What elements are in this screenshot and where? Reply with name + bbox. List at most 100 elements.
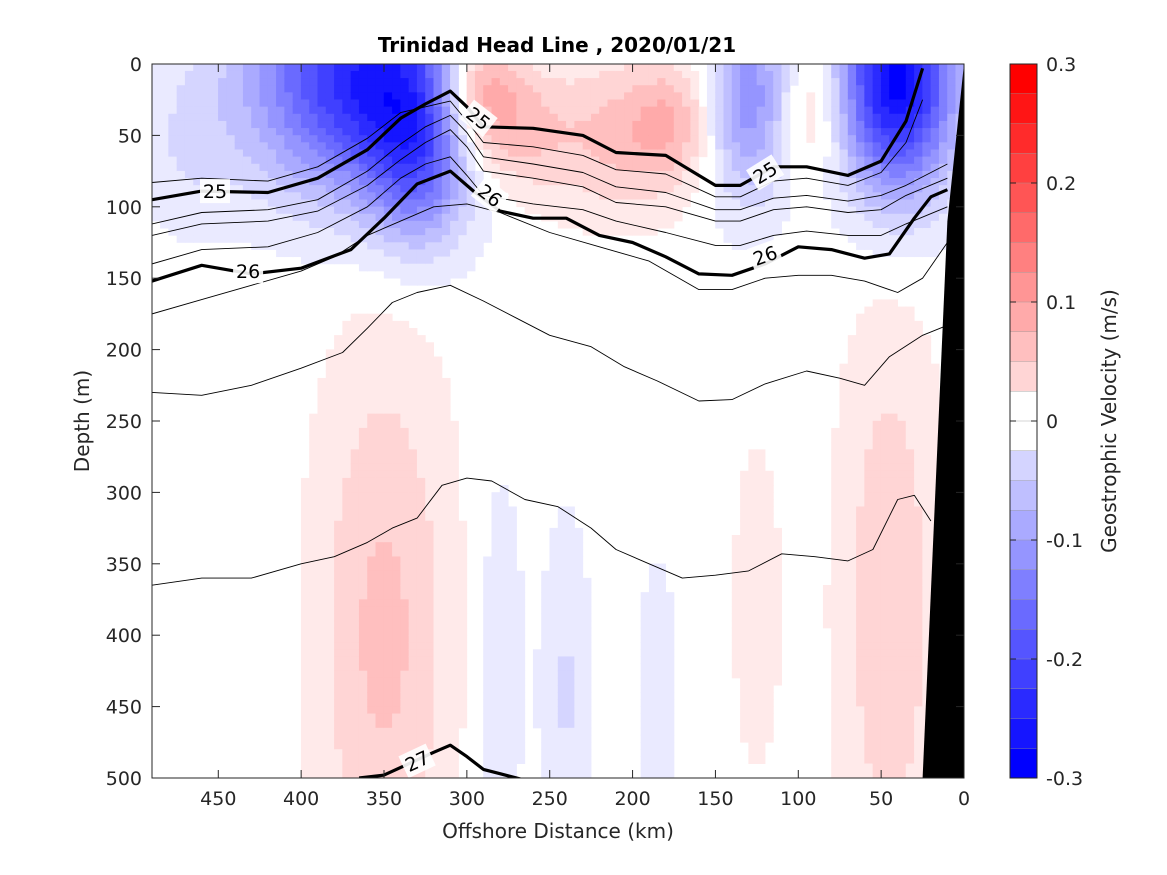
heatmap-cell xyxy=(756,677,766,686)
heatmap-cell xyxy=(723,106,733,115)
heatmap-cell xyxy=(416,513,426,522)
heatmap-cell xyxy=(433,406,443,415)
heatmap-cell xyxy=(889,642,899,650)
heatmap-cell xyxy=(773,663,783,672)
heatmap-cell xyxy=(781,85,791,93)
heatmap-cell xyxy=(334,199,343,208)
heatmap-cell xyxy=(441,142,451,150)
heatmap-cell xyxy=(847,99,857,108)
heatmap-cell xyxy=(441,592,451,600)
heatmap-cell xyxy=(922,620,932,629)
heatmap-cell xyxy=(334,178,343,186)
heatmap-cell xyxy=(880,577,890,586)
heatmap-cell xyxy=(516,85,526,93)
heatmap-cell xyxy=(756,613,766,622)
heatmap-cell xyxy=(408,249,418,258)
heatmap-cell xyxy=(599,170,609,179)
heatmap-cell xyxy=(557,720,567,729)
heatmap-cell xyxy=(152,128,161,136)
heatmap-cell xyxy=(897,499,907,507)
heatmap-cell xyxy=(408,213,418,222)
heatmap-cell xyxy=(880,142,890,150)
heatmap-cell xyxy=(897,770,907,778)
heatmap-cell xyxy=(938,99,948,108)
heatmap-cell xyxy=(549,770,559,778)
heatmap-cell xyxy=(889,635,899,643)
heatmap-cell xyxy=(922,520,932,529)
heatmap-cell xyxy=(847,699,857,707)
heatmap-cell xyxy=(897,385,907,393)
heatmap-cell xyxy=(441,135,451,143)
heatmap-cell xyxy=(450,185,459,193)
heatmap-cell xyxy=(317,399,327,408)
heatmap-cell xyxy=(831,549,841,557)
heatmap-cell xyxy=(267,142,277,150)
heatmap-cell xyxy=(433,756,443,765)
heatmap-cell xyxy=(872,499,882,507)
heatmap-cell xyxy=(748,85,758,93)
heatmap-cell xyxy=(574,113,584,122)
heatmap-cell xyxy=(715,128,725,136)
heatmap-cell xyxy=(516,620,526,629)
heatmap-cell xyxy=(499,692,509,700)
heatmap-cell xyxy=(334,78,343,86)
heatmap-cell xyxy=(491,770,501,778)
heatmap-cell xyxy=(375,570,385,579)
heatmap-cell xyxy=(856,663,865,672)
heatmap-cell xyxy=(557,585,567,593)
heatmap-cell xyxy=(392,113,401,122)
heatmap-cell xyxy=(317,456,327,465)
heatmap-cell xyxy=(466,263,476,272)
heatmap-cell xyxy=(367,663,377,672)
heatmap-cell xyxy=(864,620,874,629)
heatmap-cell xyxy=(342,770,352,778)
heatmap-cell xyxy=(690,106,700,115)
heatmap-cell xyxy=(557,120,567,129)
heatmap-cell xyxy=(632,70,642,79)
heatmap-cell xyxy=(922,542,932,550)
heatmap-cell xyxy=(541,156,551,165)
heatmap-cell xyxy=(350,713,360,722)
heatmap-cell xyxy=(358,734,368,743)
heatmap-cell xyxy=(665,70,675,79)
heatmap-cell xyxy=(383,70,393,79)
heatmap-cell xyxy=(516,113,526,122)
heatmap-cell xyxy=(549,642,559,650)
heatmap-cell xyxy=(516,727,526,736)
heatmap-cell xyxy=(458,220,468,229)
heatmap-cell xyxy=(897,363,907,372)
heatmap-cell xyxy=(499,106,509,115)
heatmap-cell xyxy=(441,535,451,543)
heatmap-cell xyxy=(416,392,426,400)
heatmap-cell xyxy=(599,213,609,222)
heatmap-cell xyxy=(706,64,716,72)
heatmap-cell xyxy=(317,64,327,72)
heatmap-cell xyxy=(508,656,517,665)
heatmap-cell xyxy=(317,606,327,615)
heatmap-cell xyxy=(673,92,683,100)
heatmap-cell xyxy=(342,342,352,350)
heatmap-cell xyxy=(831,635,841,643)
heatmap-cell xyxy=(856,413,865,422)
heatmap-cell xyxy=(516,149,526,158)
heatmap-cell xyxy=(392,413,401,422)
heatmap-cell xyxy=(416,585,426,593)
heatmap-cell xyxy=(508,699,517,707)
heatmap-cell xyxy=(242,213,252,222)
heatmap-cell xyxy=(582,585,592,593)
heatmap-cell xyxy=(566,206,575,215)
heatmap-cell xyxy=(914,520,923,529)
heatmap-cell xyxy=(657,170,667,179)
heatmap-cell xyxy=(831,99,841,108)
heatmap-cell xyxy=(566,756,575,765)
heatmap-cell xyxy=(491,535,501,543)
heatmap-cell xyxy=(334,142,343,150)
heatmap-cell xyxy=(665,627,675,636)
heatmap-cell xyxy=(756,742,766,750)
heatmap-cell xyxy=(234,113,244,122)
heatmap-cell xyxy=(416,449,426,457)
heatmap-cell xyxy=(665,749,675,757)
heatmap-cell xyxy=(549,542,559,550)
heatmap-cell xyxy=(831,142,841,150)
heatmap-cell xyxy=(905,363,915,372)
